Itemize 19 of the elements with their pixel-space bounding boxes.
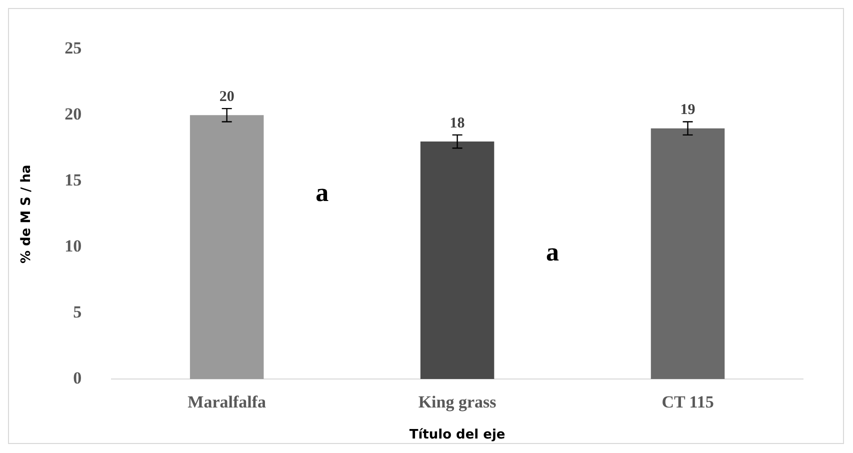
data-label: 20 — [219, 88, 234, 105]
y-tick-label: 20 — [64, 104, 82, 124]
data-label: 19 — [680, 102, 696, 118]
y-tick-label: 5 — [73, 302, 82, 322]
y-axis-title: % de M S / ha — [19, 164, 34, 264]
bar — [650, 128, 725, 379]
bar — [190, 115, 264, 379]
y-tick-label: 15 — [64, 170, 82, 190]
y-tick-label: 25 — [64, 38, 82, 58]
y-tick-label: 0 — [73, 368, 82, 388]
x-tick-label: CT 115 — [662, 392, 714, 412]
data-label: 18 — [450, 115, 465, 132]
annotation: a — [546, 238, 560, 267]
x-axis-title: Título del eje — [409, 428, 506, 443]
bar — [420, 142, 494, 379]
y-tick-label: 10 — [64, 236, 82, 256]
x-tick-label: Maralfalfa — [188, 392, 267, 412]
x-tick-label: King grass — [418, 392, 497, 412]
annotation: a — [316, 178, 329, 208]
